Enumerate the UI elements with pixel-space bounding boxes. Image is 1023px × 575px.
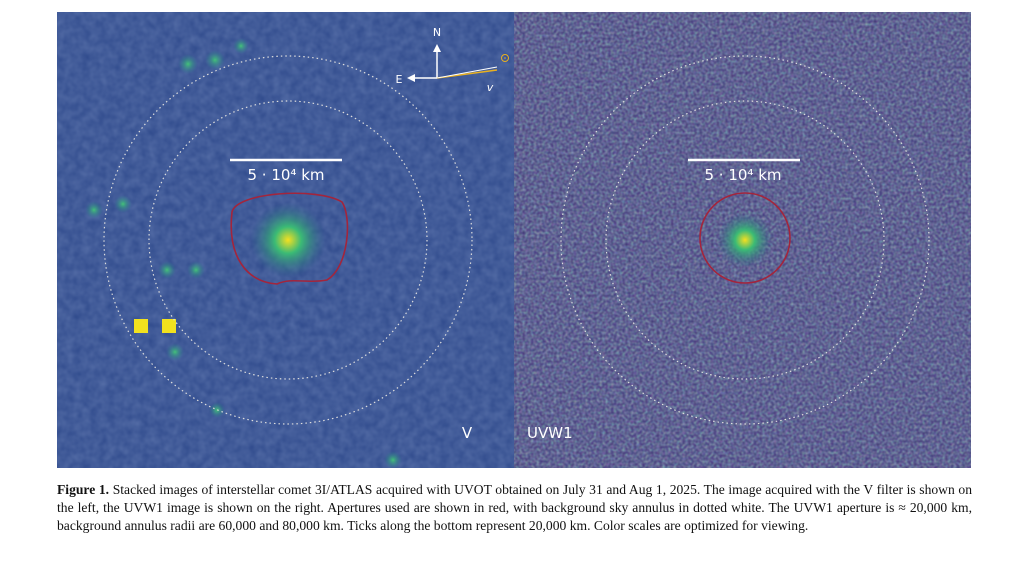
annulus-outer: [103, 55, 473, 425]
annulus-inner: [605, 100, 885, 380]
compass-north: N: [433, 26, 441, 39]
panel-label: V: [462, 424, 473, 442]
comet: [250, 202, 326, 278]
comet: [717, 212, 773, 268]
annulus-outer: [560, 55, 930, 425]
aperture: [699, 192, 791, 284]
compass: N E v: [396, 26, 509, 94]
caption-text: Stacked images of interstellar comet 3I/…: [57, 482, 972, 533]
figure: 5 · 10⁴ km 5 · 10⁴ km V UVW1 N E v: [57, 12, 971, 468]
annulus-inner: [148, 100, 428, 380]
aperture: [230, 192, 349, 285]
caption: Figure 1. Stacked images of interstellar…: [57, 481, 972, 535]
scale-label: 5 · 10⁴ km: [704, 166, 781, 184]
scale-label: 5 · 10⁴ km: [247, 166, 324, 184]
caption-label: Figure 1.: [57, 482, 110, 497]
compass-velocity: v: [487, 81, 494, 94]
stars: [85, 38, 402, 468]
compass-east: E: [396, 73, 403, 86]
panel-label: UVW1: [527, 424, 573, 442]
